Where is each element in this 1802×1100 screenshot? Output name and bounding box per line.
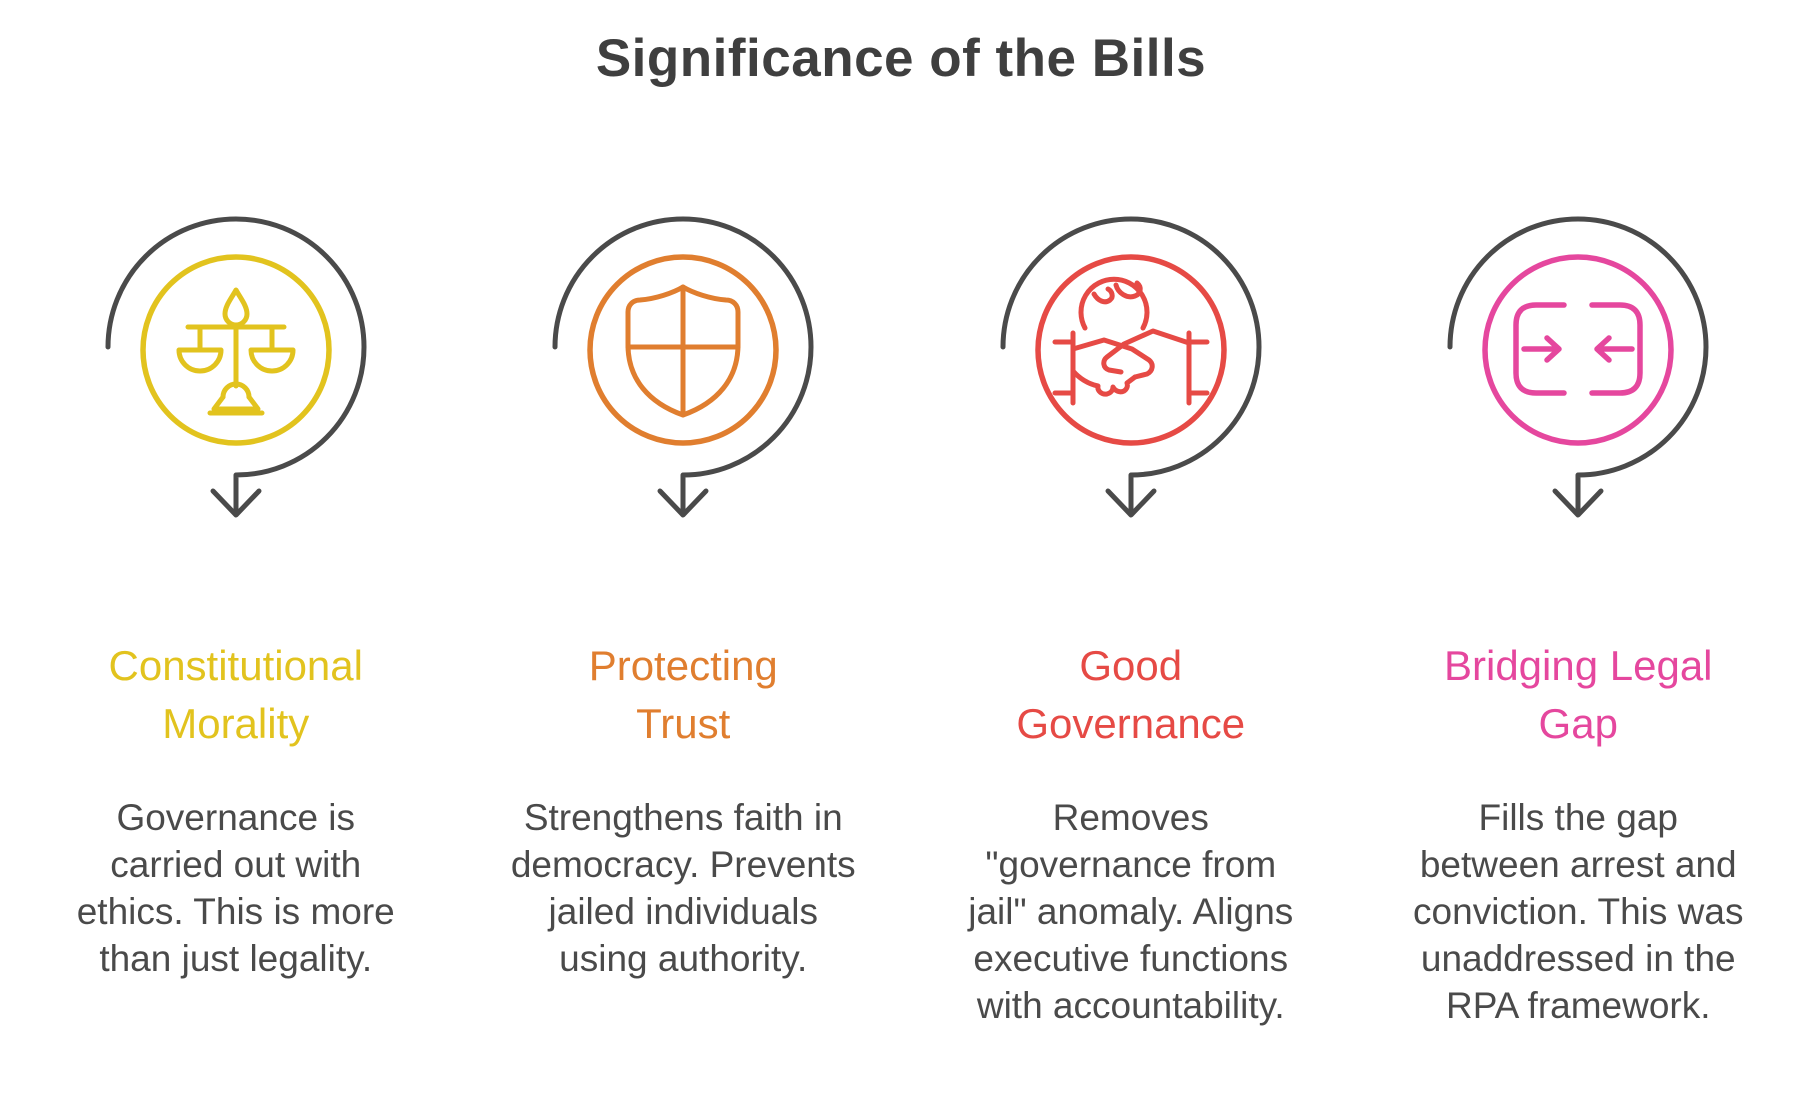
handshake-glyph bbox=[1038, 257, 1224, 443]
column-protecting-trust: Protecting Trust Strengthens faith in de… bbox=[460, 187, 908, 1029]
shield-icon bbox=[533, 187, 833, 537]
column-description: Governance is carried out with ethics. T… bbox=[77, 794, 395, 982]
column-good-governance: Good Governance Removes "governance from… bbox=[907, 187, 1355, 1029]
column-description: Removes "governance from jail" anomaly. … bbox=[968, 794, 1293, 1029]
column-constitutional-morality: Constitutional Morality Governance is ca… bbox=[12, 187, 460, 1029]
converging-arrows-icon bbox=[1428, 187, 1728, 537]
column-description: Fills the gap between arrest and convict… bbox=[1413, 794, 1743, 1029]
column-heading: Constitutional Morality bbox=[109, 637, 363, 753]
column-heading: Bridging Legal Gap bbox=[1444, 637, 1713, 753]
columns-row: Constitutional Morality Governance is ca… bbox=[0, 187, 1802, 1029]
converging-arrows-glyph bbox=[1485, 257, 1671, 443]
column-bridging-legal-gap: Bridging Legal Gap Fills the gap between… bbox=[1355, 187, 1802, 1029]
page-title: Significance of the Bills bbox=[0, 28, 1802, 89]
column-description: Strengthens faith in democracy. Prevents… bbox=[511, 794, 856, 982]
handshake-globe-icon bbox=[981, 187, 1281, 537]
scales-of-justice-icon bbox=[86, 187, 386, 537]
column-heading: Good Governance bbox=[1016, 637, 1245, 753]
shield-glyph bbox=[590, 257, 776, 443]
scales-glyph bbox=[143, 257, 329, 443]
infographic: Significance of the Bills bbox=[0, 28, 1802, 1029]
column-heading: Protecting Trust bbox=[589, 637, 778, 753]
